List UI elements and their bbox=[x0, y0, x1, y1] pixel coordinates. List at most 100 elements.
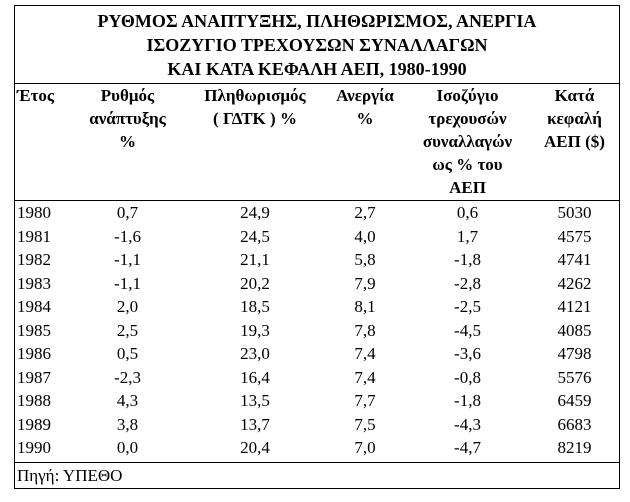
cell: 4,3 bbox=[116, 391, 139, 411]
cell: 8219 bbox=[557, 438, 592, 458]
source-note: Πηγή: ΥΠΕΘΟ bbox=[15, 461, 619, 488]
cell: 7,4 bbox=[354, 367, 376, 387]
cell: 0,6 bbox=[456, 203, 479, 223]
cell: 6459 bbox=[557, 391, 592, 411]
data-row: 1990 0,0 20,4 7,0 -4,7 8219 bbox=[15, 436, 619, 462]
title-line: ΙΣΟΖΥΓΙΟ ΤΡΕΧΟΥΣΩΝ ΣΥΝΑΛΛΑΓΩΝ bbox=[146, 35, 488, 55]
column-header: Ρυθμός ανάπτυξης% bbox=[70, 84, 185, 201]
cell: 7,7 bbox=[354, 391, 376, 411]
header-line: % bbox=[356, 109, 374, 128]
cell: 1985 bbox=[17, 320, 51, 340]
cell: -2,3 bbox=[114, 367, 141, 387]
data-row: 1984 2,0 18,5 8,1 -2,5 4121 bbox=[15, 295, 619, 319]
column-header: Πληθωρισμός ( ΓΔΤΚ ) % bbox=[185, 84, 325, 201]
data-row: 1985 2,5 19,3 7,8 -4,5 4085 bbox=[15, 319, 619, 343]
header-line: Ισοζύγιο bbox=[436, 86, 499, 105]
cell: -0,8 bbox=[454, 367, 481, 387]
cell: 4575 bbox=[557, 226, 592, 246]
header-line: ( ΓΔΤΚ ) % bbox=[213, 109, 297, 128]
title-line: ΡΥΘΜΟΣ ΑΝΑΠΤΥΞΗΣ, ΠΛΗΘΩΡΙΣΜΟΣ, ΑΝΕΡΓΙΑ bbox=[97, 11, 537, 31]
data-row: 1987 -2,3 16,4 7,4 -0,8 5576 bbox=[15, 366, 619, 390]
cell: -1,6 bbox=[114, 226, 141, 246]
title-line: ΚΑΙ ΚΑΤΑ ΚΕΦΑΛΗ ΑΕΠ, 1980-1990 bbox=[167, 59, 467, 79]
cell: -1,8 bbox=[454, 391, 481, 411]
cell: 1987 bbox=[17, 367, 51, 387]
header-line: κεφαλή bbox=[547, 109, 602, 128]
header-line: Πληθωρισμός bbox=[204, 86, 306, 105]
header-line: Έτος bbox=[17, 86, 55, 105]
cell: 13,5 bbox=[240, 391, 270, 411]
cell: 7,0 bbox=[354, 438, 376, 458]
cell: 1982 bbox=[17, 250, 51, 270]
column-header: Έτος bbox=[15, 84, 70, 201]
column-header: Κατά κεφαλή ΑΕΠ ($) bbox=[530, 84, 619, 201]
cell: 7,8 bbox=[354, 320, 376, 340]
cell: 0,0 bbox=[116, 438, 139, 458]
cell: 1989 bbox=[17, 414, 51, 434]
cell: 1983 bbox=[17, 273, 51, 293]
cell: -2,8 bbox=[454, 273, 481, 293]
cell: 18,5 bbox=[240, 297, 270, 317]
cell: 20,4 bbox=[240, 438, 270, 458]
cell: 1988 bbox=[17, 391, 51, 411]
cell: 4121 bbox=[557, 297, 592, 317]
header-line: Ανεργία bbox=[336, 86, 394, 105]
data-row: 1982 -1,1 21,1 5,8 -1,8 4741 bbox=[15, 248, 619, 272]
data-row: 1980 0,7 24,9 2,7 0,6 5030 bbox=[15, 201, 619, 225]
cell: 6683 bbox=[557, 414, 592, 434]
cell: 1981 bbox=[17, 226, 51, 246]
cell: 4,0 bbox=[354, 226, 376, 246]
data-table: Έτος Ρυθμός ανάπτυξης% Πληθωρισμός ( ΓΔΤΚ ) … bbox=[15, 84, 619, 462]
data-row: 1981 -1,6 24,5 4,0 1,7 4575 bbox=[15, 225, 619, 249]
data-row: 1986 0,5 23,0 7,4 -3,6 4798 bbox=[15, 342, 619, 366]
data-row: 1988 4,3 13,5 7,7 -1,8 6459 bbox=[15, 389, 619, 413]
cell: 2,0 bbox=[116, 297, 139, 317]
cell: 4798 bbox=[557, 344, 592, 364]
cell: 7,5 bbox=[354, 414, 376, 434]
header-line: Κατά bbox=[554, 86, 595, 105]
cell: 0,5 bbox=[116, 344, 139, 364]
cell: -4,5 bbox=[454, 320, 481, 340]
cell: 8,1 bbox=[354, 297, 376, 317]
cell: 5576 bbox=[557, 367, 592, 387]
cell: 24,5 bbox=[240, 226, 270, 246]
cell: 7,4 bbox=[354, 344, 376, 364]
column-header: Ανεργία% bbox=[325, 84, 405, 201]
title: ΡΥΘΜΟΣ ΑΝΑΠΤΥΞΗΣ, ΠΛΗΘΩΡΙΣΜΟΣ, ΑΝΕΡΓΙΑ ΙΣ… bbox=[15, 6, 619, 84]
table-panel: ΡΥΘΜΟΣ ΑΝΑΠΤΥΞΗΣ, ΠΛΗΘΩΡΙΣΜΟΣ, ΑΝΕΡΓΙΑ ΙΣ… bbox=[14, 5, 620, 489]
cell: 16,4 bbox=[240, 367, 270, 387]
header-row: Έτος Ρυθμός ανάπτυξης% Πληθωρισμός ( ΓΔΤΚ ) … bbox=[15, 84, 619, 201]
cell: -4,7 bbox=[454, 438, 481, 458]
cell: 2,5 bbox=[116, 320, 139, 340]
header-line: συναλλαγών bbox=[422, 132, 513, 151]
cell: 1990 bbox=[17, 438, 51, 458]
cell: -3,6 bbox=[454, 344, 481, 364]
cell: 5,8 bbox=[354, 250, 376, 270]
column-header: Ισοζύγιο τρεχουσών συναλλαγών ως % του ΑΕΠ bbox=[405, 84, 530, 201]
header-line: τρεχουσών bbox=[428, 109, 507, 128]
header-line: ΑΕΠ bbox=[449, 178, 486, 197]
header-line: ΑΕΠ ($) bbox=[544, 132, 605, 151]
header-line: ως % του bbox=[432, 155, 503, 174]
cell: -1,1 bbox=[114, 273, 141, 293]
cell: 4085 bbox=[557, 320, 592, 340]
cell: 20,2 bbox=[240, 273, 270, 293]
cell: 21,1 bbox=[240, 250, 270, 270]
header-line: Ρυθμός bbox=[100, 86, 155, 105]
cell: -1,8 bbox=[454, 250, 481, 270]
header-line: ανάπτυξης bbox=[89, 109, 166, 128]
cell: 3,8 bbox=[116, 414, 139, 434]
cell: 1984 bbox=[17, 297, 51, 317]
cell: 5030 bbox=[557, 203, 592, 223]
cell: -1,1 bbox=[114, 250, 141, 270]
cell: 4262 bbox=[557, 273, 592, 293]
cell: 24,9 bbox=[240, 203, 270, 223]
cell: 19,3 bbox=[240, 320, 270, 340]
cell: 1,7 bbox=[456, 226, 479, 246]
cell: 13,7 bbox=[240, 414, 270, 434]
cell: -4,3 bbox=[454, 414, 481, 434]
cell: 23,0 bbox=[240, 344, 270, 364]
data-row: 1983 -1,1 20,2 7,9 -2,8 4262 bbox=[15, 272, 619, 296]
cell: 4741 bbox=[557, 250, 592, 270]
header-line: % bbox=[119, 132, 136, 151]
